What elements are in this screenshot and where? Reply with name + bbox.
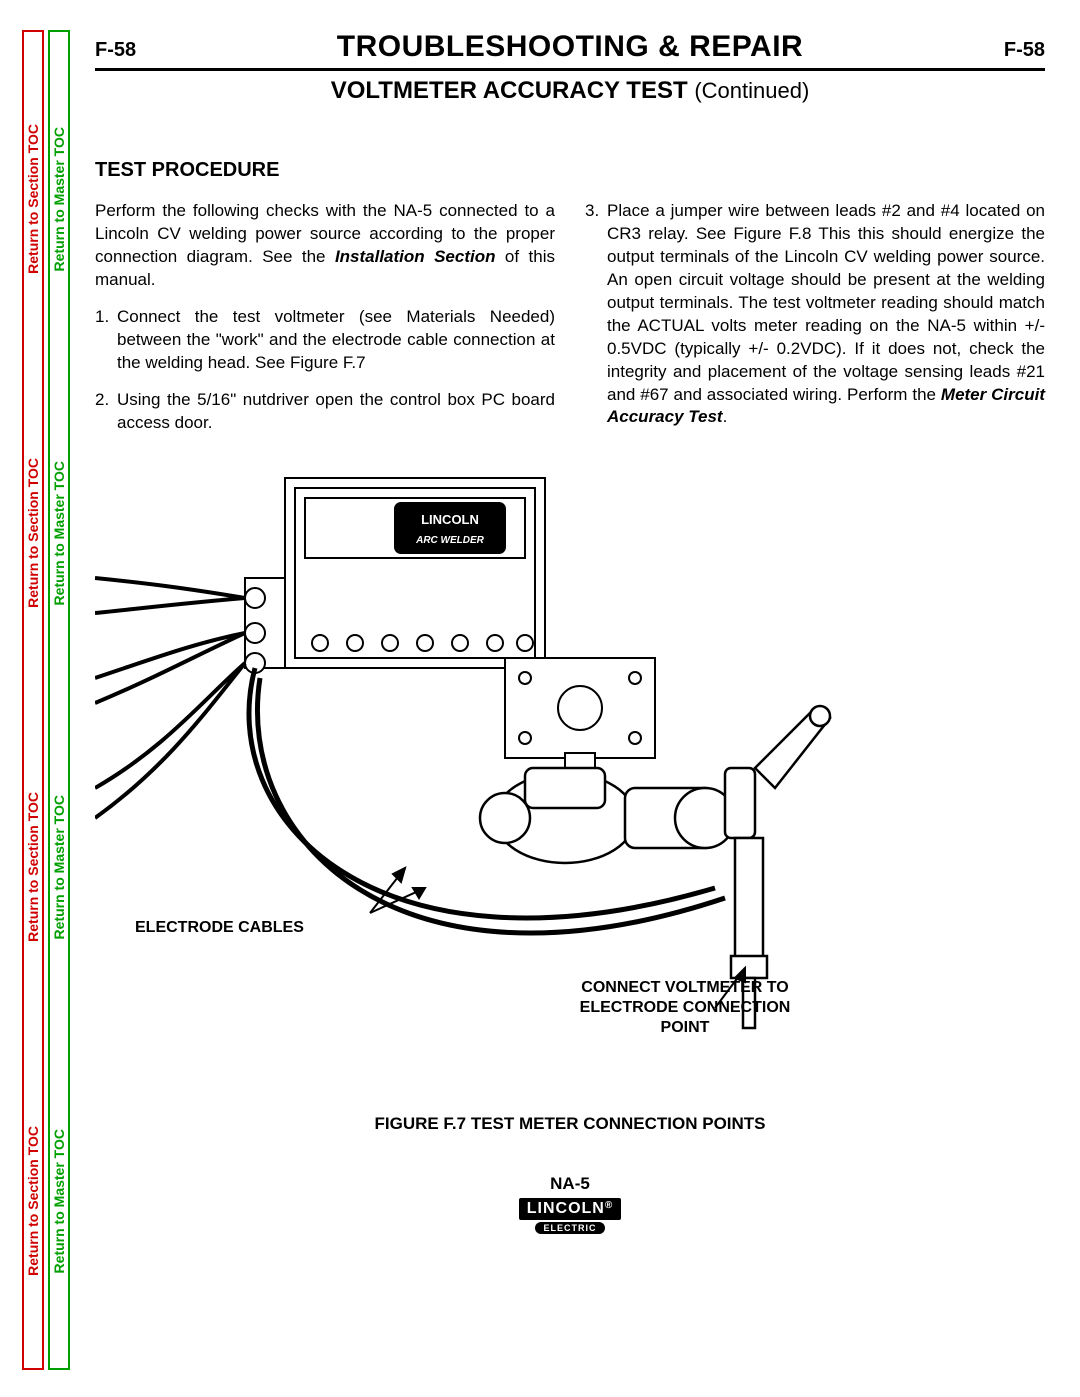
page-subtitle: VOLTMETER ACCURACY TEST (Continued) [95, 77, 1045, 105]
return-section-toc-tab[interactable]: Return to Section TOC Return to Section … [22, 30, 44, 1370]
page-footer: NA-5 LINCOLN® ELECTRIC [95, 1174, 1045, 1234]
page-content: F-58 TROUBLESHOOTING & REPAIR F-58 VOLTM… [95, 30, 1045, 1234]
tab-label: Return to Master TOC [51, 795, 67, 939]
step-1: 1. Connect the test voltmeter (see Mater… [95, 306, 555, 375]
device-badge-bottom: ARC WELDER [415, 535, 485, 546]
model-number: NA-5 [95, 1174, 1045, 1194]
step-number: 3. [585, 200, 607, 429]
intro-em: Installation Section [335, 247, 496, 266]
right-column: 3. Place a jumper wire between leads #2 … [585, 200, 1045, 448]
tab-label: Return to Section TOC [25, 124, 41, 274]
step-text: Using the 5/16" nutdriver open the contr… [117, 389, 555, 435]
left-column: Perform the following checks with the NA… [95, 200, 555, 448]
section-heading: TEST PROCEDURE [95, 159, 1045, 182]
tab-label: Return to Section TOC [25, 792, 41, 942]
tab-label: Return to Section TOC [25, 458, 41, 608]
electrode-cables-label: ELECTRODE CABLES [135, 918, 365, 938]
step-text: Place a jumper wire between leads #2 and… [607, 200, 1045, 429]
subtitle-suffix: (Continued) [694, 78, 809, 103]
step-number: 1. [95, 306, 117, 375]
device-badge-top: LINCOLN [421, 512, 479, 527]
step-text: Connect the test voltmeter (see Material… [117, 306, 555, 375]
connect-voltmeter-label: CONNECT VOLTMETER TO ELECTRODE CONNECTIO… [555, 978, 815, 1038]
side-toc-tabs: Return to Section TOC Return to Section … [22, 30, 70, 1370]
tab-label: Return to Master TOC [51, 461, 67, 605]
left-steps-list: 1. Connect the test voltmeter (see Mater… [95, 306, 555, 435]
intro-paragraph: Perform the following checks with the NA… [95, 200, 555, 292]
figure-caption: FIGURE F.7 TEST METER CONNECTION POINTS [95, 1114, 1045, 1134]
step-3: 3. Place a jumper wire between leads #2 … [585, 200, 1045, 429]
page-header: F-58 TROUBLESHOOTING & REPAIR F-58 [95, 30, 1045, 71]
logo-top: LINCOLN [527, 1200, 605, 1217]
return-master-toc-tab[interactable]: Return to Master TOC Return to Master TO… [48, 30, 70, 1370]
step-number: 2. [95, 389, 117, 435]
registered-mark: ® [605, 1200, 613, 1211]
tab-label: Return to Section TOC [25, 1126, 41, 1276]
page-number-left: F-58 [95, 39, 136, 62]
page-title: TROUBLESHOOTING & REPAIR [337, 30, 803, 64]
subtitle-main: VOLTMETER ACCURACY TEST [331, 77, 688, 104]
page-number-right: F-58 [1004, 39, 1045, 62]
tab-label: Return to Master TOC [51, 127, 67, 271]
tab-label: Return to Master TOC [51, 1129, 67, 1273]
logo-bottom: ELECTRIC [535, 1222, 605, 1234]
step-2: 2. Using the 5/16" nutdriver open the co… [95, 389, 555, 435]
procedure-columns: Perform the following checks with the NA… [95, 200, 1045, 448]
figure-f7: LINCOLN ARC WELDER [95, 468, 1025, 1108]
lincoln-logo: LINCOLN® [519, 1198, 621, 1220]
right-steps-list: 3. Place a jumper wire between leads #2 … [585, 200, 1045, 429]
